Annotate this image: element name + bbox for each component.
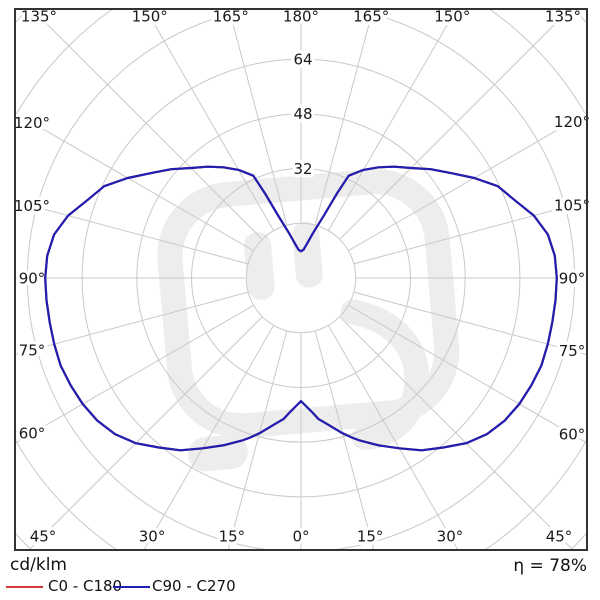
grid-spoke <box>15 304 254 444</box>
legend-line-c90-c270 <box>113 586 150 588</box>
angle-label: 90° <box>559 269 586 287</box>
intensity-curves <box>44 165 558 452</box>
angle-label: 90° <box>19 269 46 287</box>
grid-spoke <box>314 9 374 226</box>
r-tick-label: 32 <box>293 160 312 178</box>
angle-label: 135° <box>545 7 581 25</box>
angle-label: 120° <box>14 114 50 132</box>
grid-spoke <box>339 316 574 550</box>
grid-spoke <box>314 330 375 550</box>
r-tick-label: 48 <box>293 105 312 123</box>
grid-spoke <box>227 330 288 550</box>
angle-label: 180° <box>283 7 319 25</box>
units-label: cd/klm <box>10 555 67 575</box>
watermark-logo <box>157 169 460 472</box>
legend-label-c0-c180: C0 - C180 <box>48 577 123 595</box>
angle-label: 75° <box>559 342 586 360</box>
angle-label: 165° <box>213 7 249 25</box>
grid-spoke <box>28 316 263 550</box>
grid-spoke <box>348 112 587 252</box>
angle-label: 30° <box>139 527 166 545</box>
grid-spoke <box>31 9 263 240</box>
grid-spoke <box>143 325 275 550</box>
angle-label: 150° <box>434 7 470 25</box>
axis-labels: 0° 15° 15° 30° 30° 45° 45° 60° 60° 75° 75° 90° 90° 10… <box>10 4 593 549</box>
angle-label: 0° <box>292 527 309 545</box>
plot-border <box>14 8 588 551</box>
grid-spoke <box>348 304 587 444</box>
angle-label: 30° <box>437 527 464 545</box>
angle-label: 120° <box>554 113 590 131</box>
grid-spoke <box>15 200 249 265</box>
angle-label: 45° <box>30 527 57 545</box>
angle-label: 150° <box>132 7 168 25</box>
legend-line-c0-c180 <box>6 586 43 588</box>
angle-label: 105° <box>14 197 50 215</box>
grid-spoke <box>228 9 288 226</box>
angle-label: 135° <box>21 7 57 25</box>
angle-label: 75° <box>19 341 46 359</box>
angle-label: 45° <box>546 527 573 545</box>
legend-label-c90-c270: C90 - C270 <box>152 577 236 595</box>
grid-spoke <box>327 9 457 231</box>
grid-spoke <box>145 9 275 231</box>
grid-spoke <box>327 325 459 550</box>
angle-label: 60° <box>19 425 46 443</box>
angle-label: 15° <box>357 527 384 545</box>
angle-label: 15° <box>219 527 246 545</box>
angle-label: 105° <box>554 197 590 215</box>
efficiency-label: η = 78% <box>513 556 587 576</box>
grid-spoke <box>15 112 254 252</box>
angle-label: 60° <box>559 426 586 444</box>
angle-label: 165° <box>353 7 389 25</box>
curve-c90-c270 <box>44 165 558 452</box>
grid-spoke <box>339 9 571 240</box>
r-tick-label: 64 <box>293 50 312 68</box>
grid-spoke <box>353 200 587 265</box>
